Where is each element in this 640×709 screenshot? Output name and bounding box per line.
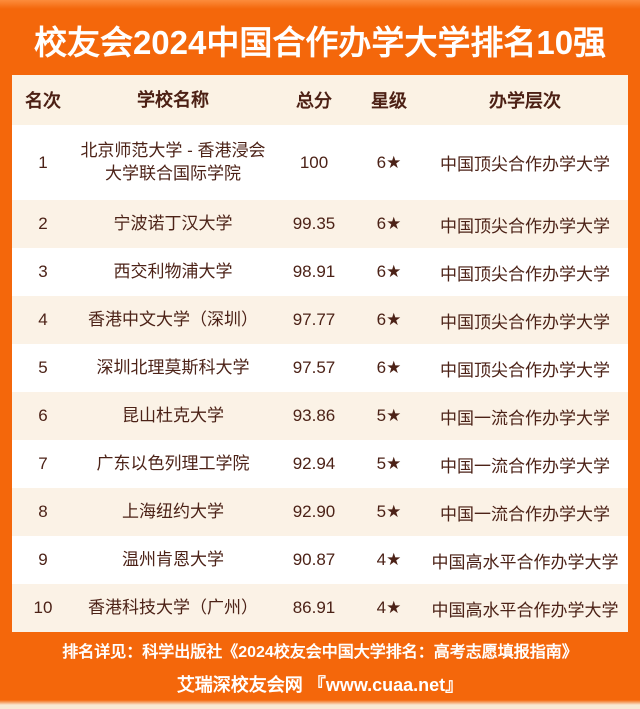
- table-row: 4 香港中文大学（深圳） 97.77 6★ 中国顶尖合作办学大学: [12, 296, 628, 344]
- table-row: 6 昆山杜克大学 93.86 5★ 中国一流合作办学大学: [12, 392, 628, 440]
- school-cell: 香港科技大学（广州）: [88, 597, 258, 617]
- rank-cell: 4: [38, 310, 48, 329]
- rank-cell: 8: [38, 502, 48, 521]
- stars-cell: 6★: [376, 152, 402, 172]
- level-cell: 中国顶尖合作办学大学: [440, 155, 610, 174]
- level-cell: 中国高水平合作办学大学: [431, 552, 619, 572]
- stars-cell: 6★: [376, 262, 402, 281]
- footer: 排名详见：科学出版社《2024校友会中国大学排名：高考志愿填报指南》 艾瑞深校友…: [0, 632, 640, 702]
- rank-cell: 6: [38, 406, 48, 425]
- level-cell: 中国顶尖合作办学大学: [440, 264, 610, 284]
- stars-cell: 5★: [376, 502, 402, 521]
- school-cell: 香港中文大学（深圳）: [88, 309, 258, 329]
- school-cell: 广东以色列理工学院: [96, 453, 250, 473]
- rank-cell: 1: [38, 152, 48, 172]
- level-cell: 中国一流合作办学大学: [440, 504, 610, 524]
- table-row: 2 宁波诺丁汉大学 99.35 6★ 中国顶尖合作办学大学: [12, 200, 628, 248]
- school-cell: 宁波诺丁汉大学: [113, 213, 233, 233]
- score-cell: 97.77: [292, 310, 336, 329]
- table-row: 9 温州肯恩大学 90.87 4★ 中国高水平合作办学大学: [12, 536, 628, 584]
- table-row: 5 深圳北理莫斯科大学 97.57 6★ 中国顶尖合作办学大学: [12, 344, 628, 392]
- column-header-level: 办学层次: [489, 91, 561, 111]
- footer-source-line: 排名详见：科学出版社《2024校友会中国大学排名：高考志愿填报指南》: [62, 643, 578, 661]
- level-cell: 中国顶尖合作办学大学: [440, 360, 610, 380]
- score-cell: 99.35: [292, 214, 336, 233]
- rank-cell: 9: [38, 550, 48, 569]
- column-header-rank: 名次: [25, 91, 61, 111]
- score-cell: 86.91: [292, 598, 336, 617]
- level-cell: 中国顶尖合作办学大学: [440, 312, 610, 332]
- table-header-row: 名次 学校名称 总分 星级 办学层次: [12, 75, 628, 125]
- school-cell: 上海纽约大学: [122, 501, 224, 521]
- score-cell: 90.87: [292, 550, 336, 569]
- score-cell: 93.86: [292, 406, 336, 425]
- level-cell: 中国顶尖合作办学大学: [440, 216, 610, 236]
- column-header-stars: 星级: [371, 91, 407, 111]
- level-cell: 中国一流合作办学大学: [440, 408, 610, 428]
- rank-cell: 7: [38, 454, 48, 473]
- stars-cell: 5★: [376, 454, 402, 473]
- level-cell: 中国一流合作办学大学: [440, 456, 610, 476]
- table-row: 10 香港科技大学（广州） 86.91 4★ 中国高水平合作办学大学: [12, 584, 628, 632]
- stars-cell: 4★: [376, 598, 402, 617]
- stars-cell: 6★: [376, 214, 402, 233]
- school-cell: 西交利物浦大学: [113, 261, 233, 281]
- column-header-score: 总分: [296, 91, 332, 111]
- school-cell: 昆山杜克大学: [122, 405, 224, 425]
- rank-cell: 5: [38, 358, 48, 377]
- school-cell: 北京师范大学 - 香港浸会大学联合国际学院: [80, 140, 266, 183]
- title-banner: 校友会2024中国合作办学大学排名10强: [0, 0, 640, 75]
- stars-cell: 4★: [376, 550, 402, 569]
- score-cell: 92.90: [292, 502, 336, 521]
- rank-cell: 2: [38, 214, 48, 233]
- stars-cell: 6★: [376, 310, 402, 329]
- table-row: 3 西交利物浦大学 98.91 6★ 中国顶尖合作办学大学: [12, 248, 628, 296]
- ranking-table: 名次 学校名称 总分 星级 办学层次 1 北京师范大学 - 香港浸会大学联合国际…: [12, 75, 628, 632]
- score-cell: 97.57: [292, 358, 336, 377]
- stars-cell: 5★: [376, 406, 402, 425]
- rank-cell: 3: [38, 262, 48, 281]
- table-row: 1 北京师范大学 - 香港浸会大学联合国际学院 100 6★ 中国顶尖合作办学大…: [12, 125, 628, 200]
- rank-cell: 10: [33, 598, 53, 617]
- score-cell: 100: [299, 152, 329, 172]
- school-cell: 深圳北理莫斯科大学: [96, 357, 250, 377]
- footer-website-line: 艾瑞深校友会网 『www.cuaa.net』: [176, 674, 464, 695]
- score-cell: 92.94: [292, 454, 336, 473]
- school-cell: 温州肯恩大学: [122, 549, 224, 569]
- level-cell: 中国高水平合作办学大学: [431, 600, 619, 620]
- score-cell: 98.91: [292, 262, 336, 281]
- page-title: 校友会2024中国合作办学大学排名10强: [33, 23, 607, 61]
- column-header-school: 学校名称: [137, 89, 209, 110]
- stars-cell: 6★: [376, 358, 402, 377]
- table-row: 7 广东以色列理工学院 92.94 5★ 中国一流合作办学大学: [12, 440, 628, 488]
- table-row: 8 上海纽约大学 92.90 5★ 中国一流合作办学大学: [12, 488, 628, 536]
